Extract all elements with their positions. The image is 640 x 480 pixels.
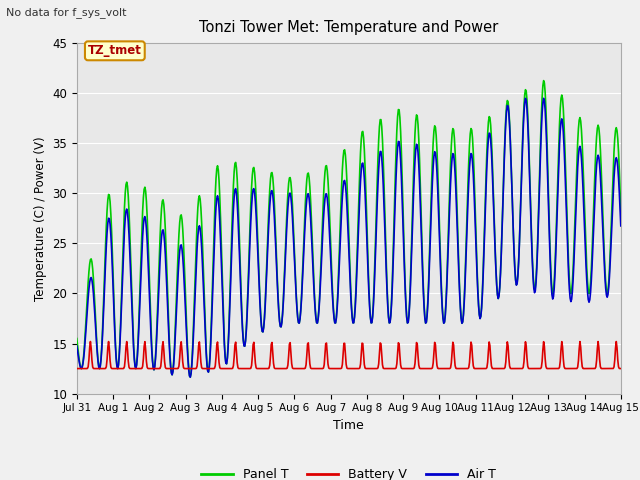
Legend: Panel T, Battery V, Air T: Panel T, Battery V, Air T <box>196 463 501 480</box>
Battery V <box>223 366 230 372</box>
Air T <box>139 233 147 239</box>
Air T <box>73 343 81 349</box>
Panel T <box>617 208 625 214</box>
Panel T <box>223 355 231 360</box>
Panel T <box>186 374 194 380</box>
Panel T <box>83 305 90 311</box>
Panel T <box>431 124 439 130</box>
Battery V <box>83 366 90 372</box>
X-axis label: Time: Time <box>333 419 364 432</box>
Air T <box>186 374 194 380</box>
Air T <box>416 180 424 185</box>
Air T <box>617 223 625 229</box>
Panel T <box>73 336 81 341</box>
Battery V <box>415 362 422 368</box>
Panel T <box>416 156 424 162</box>
Panel T <box>195 196 202 202</box>
Title: Tonzi Tower Met: Temperature and Power: Tonzi Tower Met: Temperature and Power <box>199 20 499 35</box>
Y-axis label: Temperature (C) / Power (V): Temperature (C) / Power (V) <box>34 136 47 300</box>
Air T <box>431 150 439 156</box>
Battery V <box>73 366 81 372</box>
Battery V <box>139 363 147 369</box>
Battery V <box>617 366 625 372</box>
Panel T <box>540 78 547 84</box>
Air T <box>195 226 202 231</box>
Text: TZ_tmet: TZ_tmet <box>88 44 142 57</box>
Air T <box>83 317 90 323</box>
Line: Air T: Air T <box>77 98 621 377</box>
Battery V <box>431 339 438 345</box>
Line: Panel T: Panel T <box>77 81 621 377</box>
Battery V <box>612 339 620 345</box>
Text: No data for f_sys_volt: No data for f_sys_volt <box>6 7 127 18</box>
Line: Battery V: Battery V <box>77 342 621 369</box>
Air T <box>223 356 231 361</box>
Air T <box>540 96 547 101</box>
Panel T <box>139 208 147 214</box>
Battery V <box>194 355 202 360</box>
